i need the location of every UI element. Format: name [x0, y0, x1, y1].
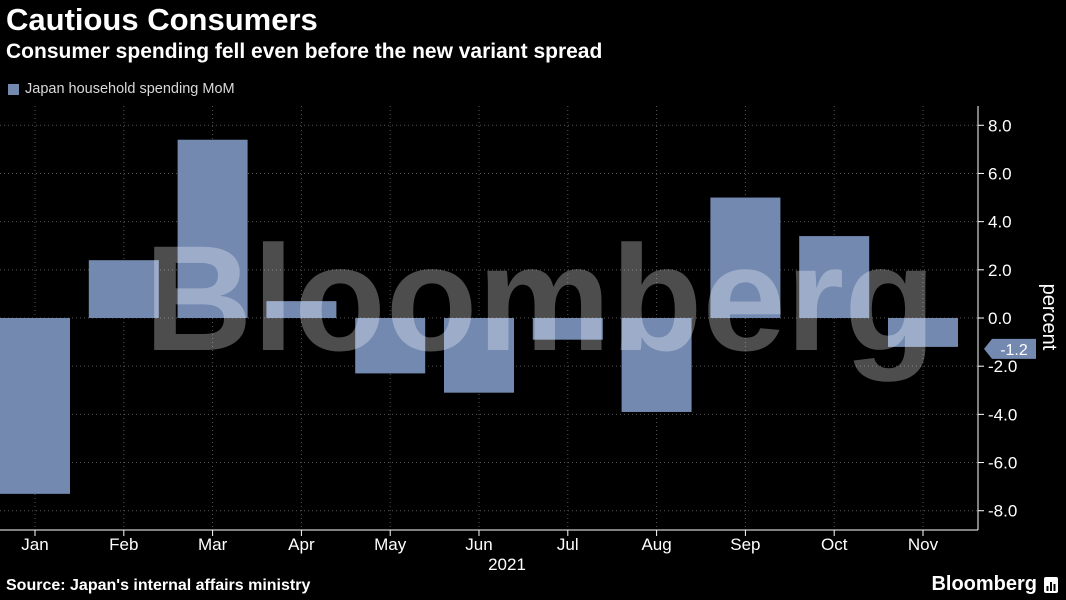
chart-bars	[0, 139, 958, 494]
watermark: Bloomberg	[144, 214, 936, 382]
bar-jul	[532, 318, 603, 340]
x-tick-label-aug: Aug	[641, 535, 671, 554]
bar-sep	[710, 197, 781, 318]
bar-feb	[88, 260, 159, 318]
bar-chart-icon	[1044, 576, 1058, 593]
bar-nov	[888, 318, 958, 347]
x-tick-label-jul: Jul	[557, 535, 579, 554]
x-tick-label-apr: Apr	[288, 535, 315, 554]
watermark-text: Bloomberg	[144, 214, 936, 382]
brand-footer: Bloomberg	[931, 573, 1058, 596]
x-tick-label-oct: Oct	[821, 535, 848, 554]
x-axis-group-label: 2021	[488, 555, 526, 574]
legend-label: Japan household spending MoM	[25, 81, 235, 97]
y-axis-title: percent	[1038, 284, 1060, 351]
brand-name: Bloomberg	[931, 573, 1037, 595]
x-tick-label-nov: Nov	[908, 535, 939, 554]
chart-title: Cautious Consumers	[6, 2, 318, 37]
x-tick-label-feb: Feb	[109, 535, 138, 554]
x-tick-label-mar: Mar	[198, 535, 228, 554]
chart-subtitle: Consumer spending fell even before the n…	[6, 40, 603, 63]
y-tick-label: -4.0	[988, 405, 1017, 424]
last-value-callout	[984, 338, 1036, 359]
y-tick-label: 2.0	[988, 261, 1012, 280]
x-tick-label-may: May	[374, 535, 407, 554]
y-tick-label: 8.0	[988, 116, 1012, 135]
last-value-label: -1.2	[1000, 342, 1028, 359]
y-tick-label: -2.0	[988, 357, 1017, 376]
bar-may	[355, 318, 426, 374]
y-tick-label: 6.0	[988, 164, 1012, 183]
x-tick-label-jan: Jan	[21, 535, 48, 554]
bar-mar	[177, 139, 248, 318]
bar-aug	[621, 318, 692, 412]
chart-axes: 8.0 6.0 4.0 2.0 0.0 -2.0 -4.0 -6.0 -8.0 Jan Feb Mar…	[0, 106, 1036, 554]
bar-jun	[444, 318, 514, 393]
legend: Japan household spending MoM	[8, 81, 235, 97]
y-tick-label: -6.0	[988, 454, 1017, 473]
y-tick-label: 0.0	[988, 309, 1012, 328]
bar-oct	[799, 236, 870, 318]
source-note: Source: Japan's internal affairs ministr…	[6, 577, 311, 594]
bar-jan	[0, 318, 70, 494]
legend-swatch	[8, 83, 19, 95]
y-tick-label: 4.0	[988, 213, 1012, 232]
y-tick-label: -8.0	[988, 502, 1017, 521]
x-tick-label-jun: Jun	[465, 535, 492, 554]
bar-apr	[266, 301, 337, 318]
x-tick-label-sep: Sep	[730, 535, 760, 554]
